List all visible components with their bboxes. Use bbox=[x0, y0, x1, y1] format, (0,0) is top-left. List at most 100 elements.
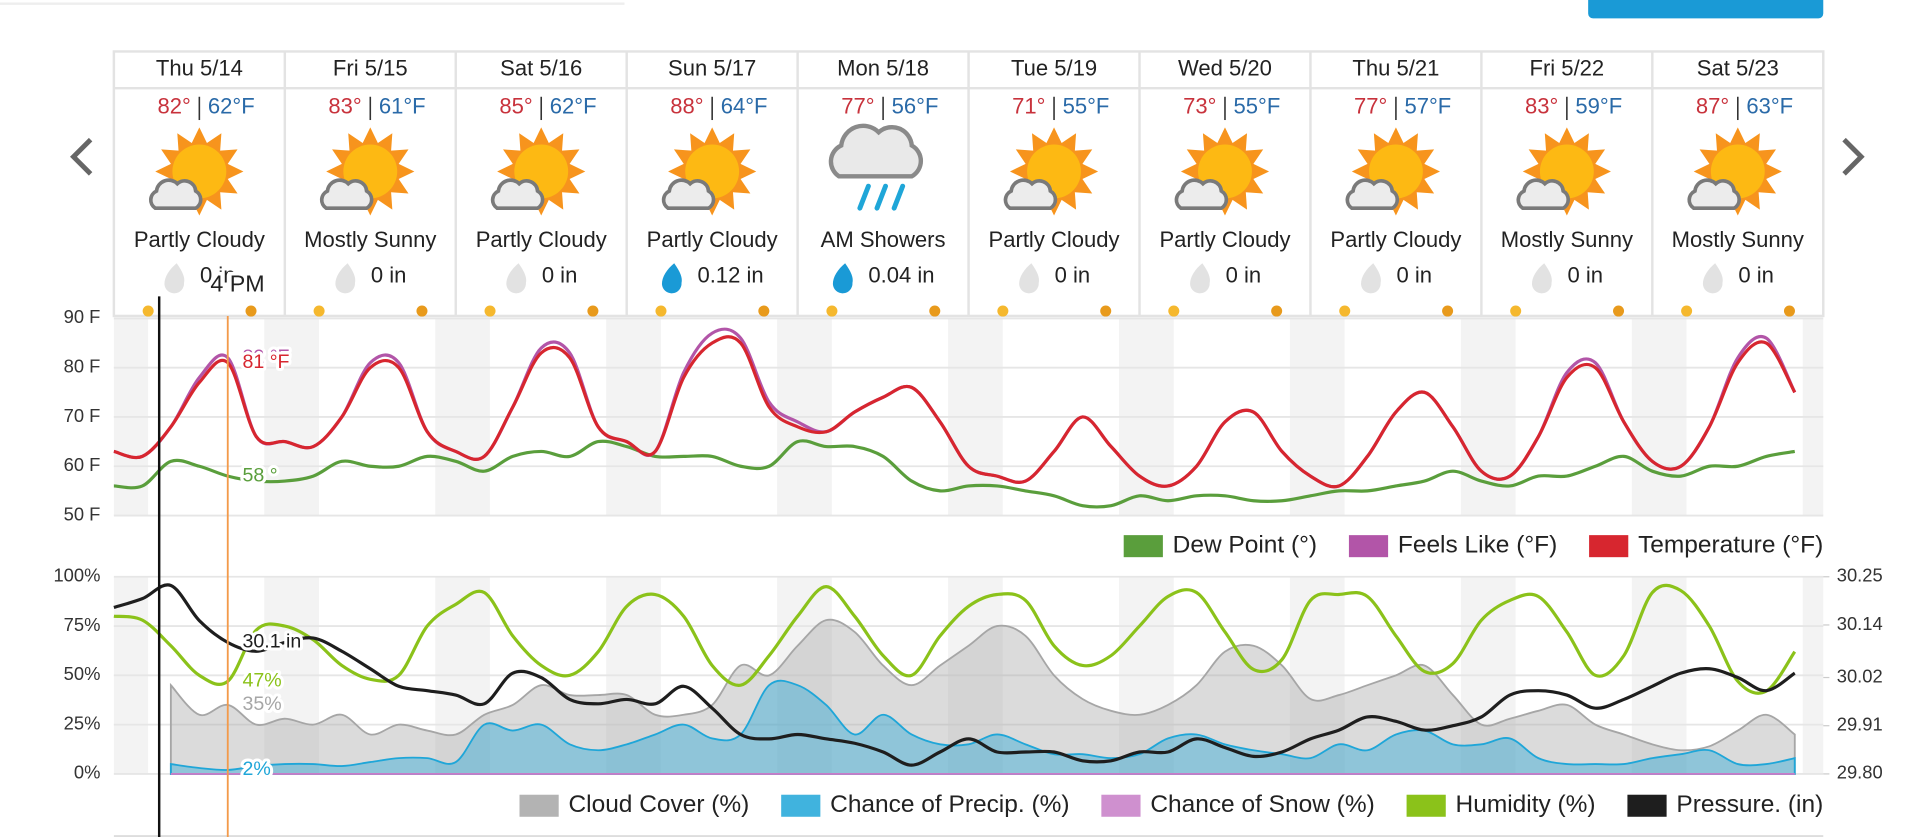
day-low: 63°F bbox=[1746, 94, 1793, 119]
sun-marker bbox=[929, 305, 941, 317]
day-high: 87° bbox=[1696, 94, 1729, 119]
day-high: 77° bbox=[1354, 94, 1387, 119]
day-precip: 0 in bbox=[542, 263, 578, 288]
legend-label: Feels Like (°F) bbox=[1398, 532, 1557, 559]
sun-marker bbox=[758, 305, 770, 317]
day-condition: Partly Cloudy bbox=[476, 227, 607, 252]
legend-label: Pressure. (in) bbox=[1676, 791, 1823, 818]
day-high: 73° bbox=[1183, 94, 1216, 119]
day-high: 85° bbox=[499, 94, 532, 119]
day-condition: Partly Cloudy bbox=[647, 227, 778, 252]
sun-marker bbox=[1339, 305, 1351, 317]
day-condition: Mostly Sunny bbox=[1501, 227, 1633, 252]
sun-marker bbox=[1100, 305, 1112, 317]
value-label: 35% bbox=[243, 693, 282, 715]
day-low: 57°F bbox=[1404, 94, 1451, 119]
sun-marker bbox=[1442, 305, 1454, 317]
day-precip: 0 in bbox=[1055, 263, 1091, 288]
day-condition: Partly Cloudy bbox=[1159, 227, 1290, 252]
value-label: 58 ° bbox=[243, 464, 278, 486]
sun-marker bbox=[1613, 305, 1625, 317]
sun-marker bbox=[484, 305, 496, 317]
day-precip: 0 in bbox=[1567, 263, 1603, 288]
day-precip: 0.04 in bbox=[868, 263, 934, 288]
day-condition: Mostly Sunny bbox=[304, 227, 436, 252]
day-date: Sat 5/23 bbox=[1697, 56, 1779, 81]
sun-marker bbox=[1681, 305, 1693, 317]
y-tick-label: 100% bbox=[53, 565, 100, 586]
sun-marker bbox=[313, 305, 325, 317]
value-label: 30.1 in bbox=[243, 631, 302, 653]
charts: Thu 5/14 82° 62°F Partly Cloudy 0 in Fri 5/15… bbox=[53, 51, 1883, 818]
day-low: 59°F bbox=[1575, 94, 1622, 119]
day-condition: AM Showers bbox=[821, 227, 946, 252]
sun-marker bbox=[655, 305, 667, 317]
sun-marker bbox=[1271, 305, 1283, 317]
sun-marker bbox=[245, 305, 257, 317]
sun-marker bbox=[416, 305, 428, 317]
value-label: 81 °F bbox=[243, 351, 290, 373]
day-precip: 0 in bbox=[1397, 263, 1433, 288]
day-date: Sat 5/16 bbox=[500, 56, 582, 81]
day-condition: Partly Cloudy bbox=[989, 227, 1120, 252]
y-tick-label: 0% bbox=[74, 762, 101, 783]
sun-marker bbox=[1783, 305, 1795, 317]
prev-arrow[interactable] bbox=[70, 137, 93, 176]
day-precip: 0 in bbox=[371, 263, 407, 288]
y-tick-label: 25% bbox=[64, 712, 101, 733]
legend-label: Chance of Snow (%) bbox=[1150, 791, 1374, 818]
line bbox=[113, 583, 1797, 695]
y-tick-label: 70 F bbox=[64, 405, 101, 426]
y-tick-label: 75% bbox=[64, 614, 101, 635]
legend-label: Temperature (°F) bbox=[1638, 532, 1823, 559]
day-high: 82° bbox=[157, 94, 190, 119]
day-date: Sun 5/17 bbox=[668, 56, 756, 81]
legend-swatch bbox=[781, 794, 821, 817]
legend-swatch bbox=[1406, 794, 1446, 817]
line bbox=[113, 335, 1797, 489]
top-button[interactable] bbox=[1588, 0, 1824, 19]
day-precip: 0 in bbox=[1226, 263, 1262, 288]
sun-marker bbox=[142, 305, 154, 317]
legend-label: Dew Point (°) bbox=[1173, 532, 1317, 559]
y2-tick-label: 30.02 bbox=[1837, 665, 1883, 686]
legend-swatch bbox=[1101, 794, 1141, 817]
day-low: 62°F bbox=[208, 94, 255, 119]
sun-marker bbox=[997, 305, 1009, 317]
legend-swatch bbox=[1589, 535, 1629, 558]
y2-tick-label: 30.25 bbox=[1837, 565, 1883, 586]
day-high: 77° bbox=[841, 94, 874, 119]
next-arrow[interactable] bbox=[1842, 137, 1865, 176]
day-date: Fri 5/15 bbox=[333, 56, 408, 81]
y2-tick-label: 30.14 bbox=[1837, 613, 1883, 634]
day-precip: 0 in bbox=[1738, 263, 1774, 288]
legend-swatch bbox=[1348, 535, 1389, 558]
day-date: Tue 5/19 bbox=[1011, 56, 1097, 81]
value-label: 47% bbox=[243, 669, 282, 691]
day-date: Thu 5/14 bbox=[156, 56, 243, 81]
day-low: 64°F bbox=[721, 94, 768, 119]
legend-label: Chance of Precip. (%) bbox=[830, 791, 1069, 818]
legend-swatch bbox=[1123, 535, 1163, 558]
day-low: 62°F bbox=[550, 94, 597, 119]
day-low: 55°F bbox=[1063, 94, 1110, 119]
line bbox=[113, 439, 1796, 509]
y-tick-label: 80 F bbox=[64, 356, 101, 377]
y2-tick-label: 29.80 bbox=[1837, 762, 1883, 783]
area bbox=[169, 618, 1796, 775]
day-low: 61°F bbox=[379, 94, 426, 119]
day-date: Fri 5/22 bbox=[1530, 56, 1605, 81]
day-low: 55°F bbox=[1234, 94, 1281, 119]
legend-label: Humidity (%) bbox=[1456, 791, 1596, 818]
day-low: 56°F bbox=[892, 94, 939, 119]
day-high: 83° bbox=[1525, 94, 1558, 119]
day-high: 83° bbox=[328, 94, 361, 119]
legend-label: Cloud Cover (%) bbox=[568, 791, 749, 818]
day-date: Wed 5/20 bbox=[1178, 56, 1272, 81]
y-tick-label: 90 F bbox=[64, 306, 101, 327]
sun-marker bbox=[826, 305, 838, 317]
legend-swatch bbox=[1627, 794, 1667, 817]
day-date: Thu 5/21 bbox=[1352, 56, 1439, 81]
legend-swatch bbox=[519, 794, 559, 817]
